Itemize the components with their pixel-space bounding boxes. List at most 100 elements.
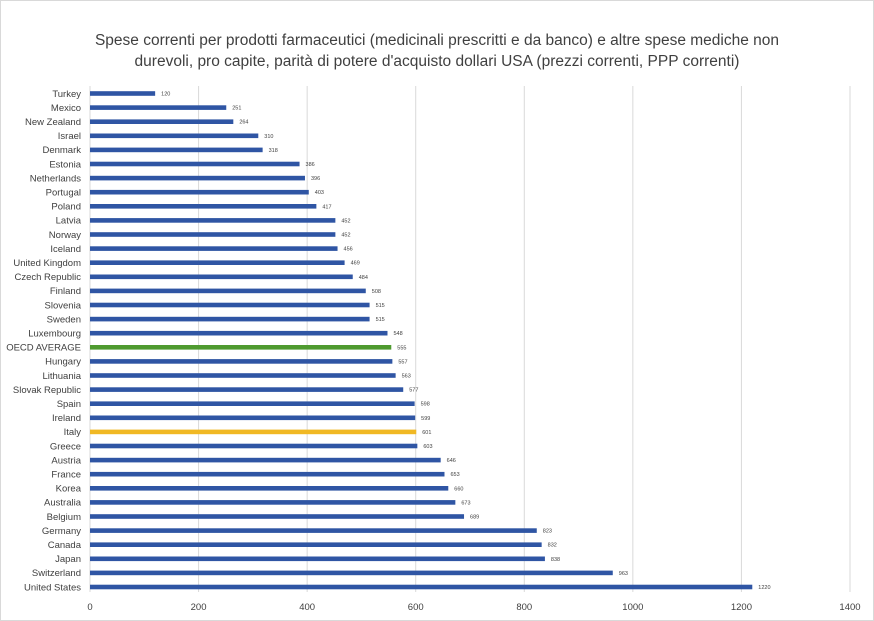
bar <box>90 514 465 519</box>
bar <box>90 302 370 308</box>
value-label: 386 <box>306 162 315 168</box>
value-label: 653 <box>450 472 459 478</box>
x-tick-label: 0 <box>87 602 92 613</box>
value-label: 484 <box>359 275 368 281</box>
bar <box>90 288 366 294</box>
gridlines <box>89 86 851 592</box>
bar <box>90 345 392 350</box>
category-label: New Zealand <box>25 117 81 128</box>
value-label: 1220 <box>758 585 770 591</box>
category-label: United States <box>24 582 81 593</box>
x-tick-label: 1400 <box>839 602 860 613</box>
bar <box>90 570 613 576</box>
value-label: 251 <box>232 106 241 112</box>
category-label: Slovenia <box>45 300 82 311</box>
x-tick-label: 800 <box>516 602 532 613</box>
value-label: 557 <box>398 359 407 365</box>
bar <box>90 401 415 406</box>
x-tick-label: 1000 <box>622 602 643 613</box>
bar <box>90 387 404 392</box>
bar <box>90 359 393 364</box>
category-label: Poland <box>51 202 81 213</box>
bar <box>90 528 537 533</box>
category-label: Finland <box>50 286 81 297</box>
bar <box>90 133 259 139</box>
value-label: 456 <box>344 247 353 253</box>
x-tick-label: 400 <box>299 602 315 613</box>
value-label: 515 <box>376 317 385 323</box>
value-label: 452 <box>341 218 350 224</box>
category-label: Austria <box>51 455 81 466</box>
value-label: 601 <box>422 430 431 436</box>
value-label: 515 <box>376 303 385 309</box>
category-label: Sweden <box>47 314 81 325</box>
category-label: Estonia <box>49 159 81 170</box>
bar <box>90 542 542 547</box>
bar <box>90 316 370 322</box>
x-tick-label: 1200 <box>731 602 752 613</box>
value-label: 469 <box>351 261 360 267</box>
bar <box>90 218 336 223</box>
bar <box>90 204 317 209</box>
category-label: Netherlands <box>30 173 81 184</box>
category-label: Hungary <box>45 357 81 368</box>
value-label: 838 <box>551 557 560 563</box>
value-label: 646 <box>447 458 456 464</box>
value-label: 548 <box>393 331 402 337</box>
category-label: Canada <box>48 540 82 551</box>
chart-title-line-2: durevoli, pro capite, parità di potere d… <box>134 53 740 70</box>
value-label: 555 <box>397 345 406 351</box>
bar <box>90 175 305 181</box>
category-label: Luxembourg <box>28 329 81 340</box>
category-label: Denmark <box>42 145 81 156</box>
value-label: 417 <box>322 204 331 210</box>
category-label: Korea <box>56 484 82 495</box>
x-tick-label: 200 <box>191 602 207 613</box>
value-label: 318 <box>269 148 278 154</box>
category-label: Japan <box>55 554 81 565</box>
category-label: Iceland <box>50 244 81 255</box>
category-label: Turkey <box>52 89 81 100</box>
value-label: 603 <box>423 444 432 450</box>
bars <box>90 91 753 590</box>
bar <box>90 330 388 336</box>
value-label: 264 <box>239 120 248 126</box>
category-label: France <box>51 470 81 481</box>
category-label: United Kingdom <box>13 258 81 269</box>
value-label: 660 <box>454 486 463 492</box>
chart-title: Spese correnti per prodotti farmaceutici… <box>40 30 834 72</box>
category-label: Czech Republic <box>14 272 81 283</box>
chart-title-line-1: Spese correnti per prodotti farmaceutici… <box>94 32 780 49</box>
bar <box>90 443 418 449</box>
bar <box>90 373 396 378</box>
bar <box>90 415 416 421</box>
value-label: 823 <box>543 529 552 535</box>
category-label: Italy <box>64 427 82 438</box>
category-label: Germany <box>42 526 81 537</box>
category-label: Slovak Republic <box>13 385 81 396</box>
bar <box>90 105 227 110</box>
value-labels: 120 251 264 310 318 386 396 403 417 452 452 456 469 4… <box>161 92 770 592</box>
bar <box>90 232 336 237</box>
category-label: Ireland <box>52 413 81 424</box>
value-label: 598 <box>421 402 430 408</box>
category-label: Greece <box>50 441 81 452</box>
category-label: Australia <box>44 498 82 509</box>
value-label: 563 <box>402 374 411 380</box>
category-labels: Turkey Mexico New Zealand Israel Denmark Esto… <box>6 89 82 593</box>
value-label: 403 <box>315 190 324 196</box>
bar <box>90 161 300 167</box>
category-label: Portugal <box>46 188 81 199</box>
value-label: 689 <box>470 515 479 521</box>
bar <box>90 260 345 265</box>
bar <box>90 486 449 491</box>
category-label: Spain <box>57 399 81 410</box>
bar <box>90 91 156 96</box>
bar <box>90 457 441 463</box>
value-label: 508 <box>372 289 381 295</box>
category-label: Norway <box>49 230 81 241</box>
bar <box>90 189 309 195</box>
bar <box>90 556 545 562</box>
value-label: 452 <box>341 233 350 239</box>
